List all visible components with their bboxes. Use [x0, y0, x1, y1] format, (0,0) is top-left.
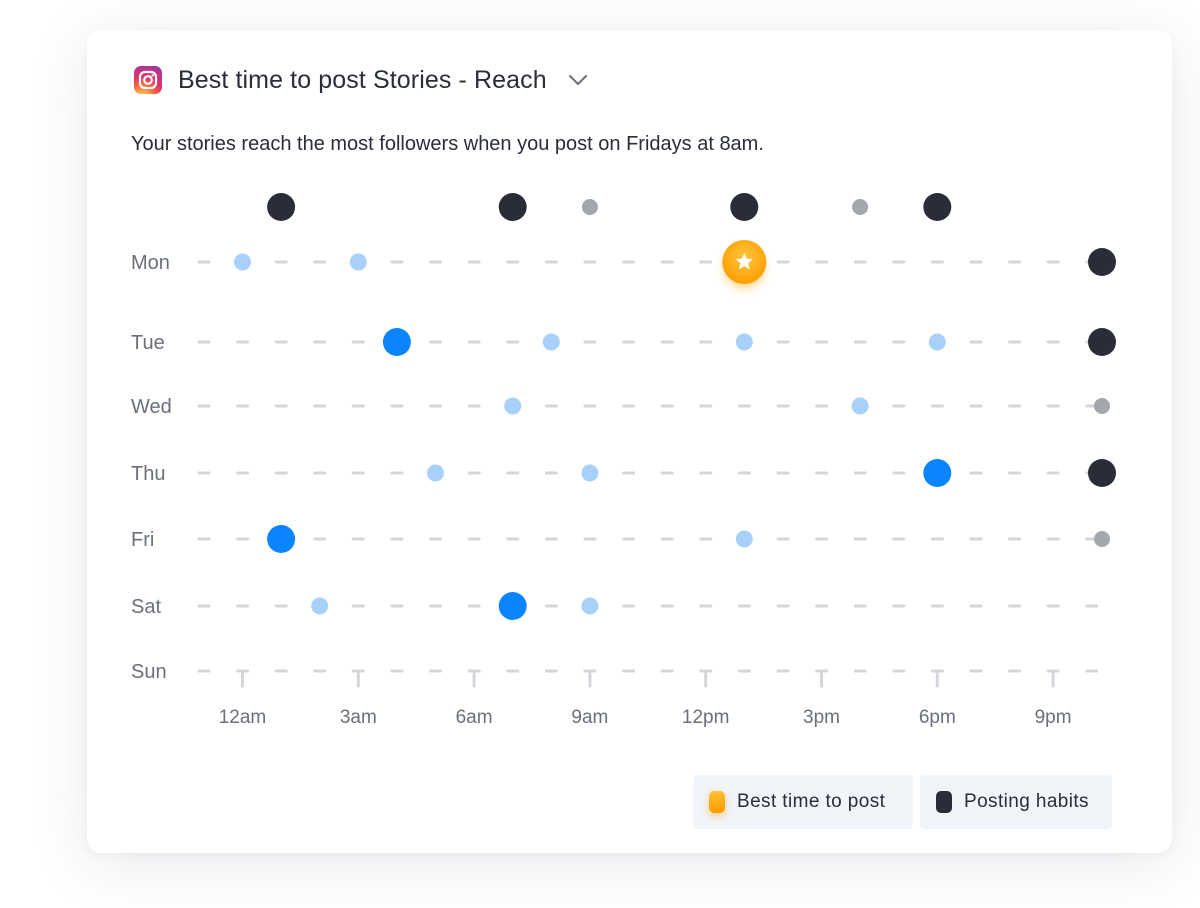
reach-dot [542, 333, 560, 351]
reach-dot [581, 597, 599, 615]
reach-dot [382, 328, 411, 356]
reach-dot [923, 459, 952, 487]
day-label: Mon [131, 252, 170, 274]
posting-habit-hour-dot [923, 193, 952, 221]
day-label: Sun [131, 661, 167, 683]
x-tick-label: 3am [340, 707, 377, 728]
day-label: Wed [131, 396, 172, 418]
x-tick-label: 6pm [919, 707, 956, 728]
reach-dot [928, 333, 946, 351]
reach-dot [504, 397, 522, 415]
posting-habit-hour-dot [498, 193, 527, 221]
reach-dot [851, 397, 869, 415]
legend-habits-label: Posting habits [964, 791, 1089, 812]
chart-title: Best time to post Stories - Reach [178, 65, 547, 94]
posting-habit-day-dot [1088, 248, 1116, 276]
chart-title-dropdown[interactable]: Best time to post Stories - Reach [134, 60, 589, 100]
x-tick-label: 12am [219, 707, 267, 728]
posting-habit-day-dot [1088, 328, 1116, 356]
posting-habit-day-dot [1088, 459, 1116, 487]
legend-best-label: Best time to post [737, 791, 886, 812]
x-tick-label: 3pm [803, 707, 840, 728]
chevron-down-icon[interactable] [567, 69, 589, 91]
reach-dot [581, 464, 599, 482]
legend-posting-habits[interactable]: Posting habits [920, 775, 1112, 829]
day-label: Sat [131, 596, 161, 618]
x-tick-label: 9pm [1035, 707, 1072, 728]
posting-habits-swatch [936, 791, 952, 813]
reach-dot [311, 597, 329, 615]
day-label: Fri [131, 529, 154, 551]
day-label: Tue [131, 332, 165, 354]
reach-dot [498, 592, 527, 620]
star-icon [735, 253, 753, 270]
day-label: Thu [131, 463, 165, 485]
chart-subtitle: Your stories reach the most followers wh… [131, 133, 764, 155]
posting-habit-day-dot [1094, 531, 1110, 547]
x-tick-label: 12pm [682, 707, 730, 728]
best-time-swatch [709, 791, 725, 813]
reach-dot [349, 253, 367, 271]
x-tick-label: 6am [456, 707, 493, 728]
reach-dot [735, 333, 753, 351]
reach-dot [735, 530, 753, 548]
legend-best-time[interactable]: Best time to post [693, 775, 913, 829]
posting-habit-hour-dot [852, 199, 869, 215]
best-time-chart: Mon Tue Wed Thu Fri Sat Sun 12am 3am 6am 9am 12pm 3p… [131, 193, 1116, 728]
reach-dot [267, 525, 296, 553]
posting-habit-day-dot [1094, 398, 1110, 414]
posting-habit-hour-dot [730, 193, 759, 221]
reach-dot [234, 253, 251, 271]
instagram-icon [134, 66, 162, 94]
chart-card [87, 30, 1172, 853]
reach-dot [427, 464, 444, 482]
posting-habit-hour-dot [267, 193, 296, 221]
x-tick-label: 9am [571, 707, 608, 728]
posting-habit-hour-dot [581, 199, 598, 215]
